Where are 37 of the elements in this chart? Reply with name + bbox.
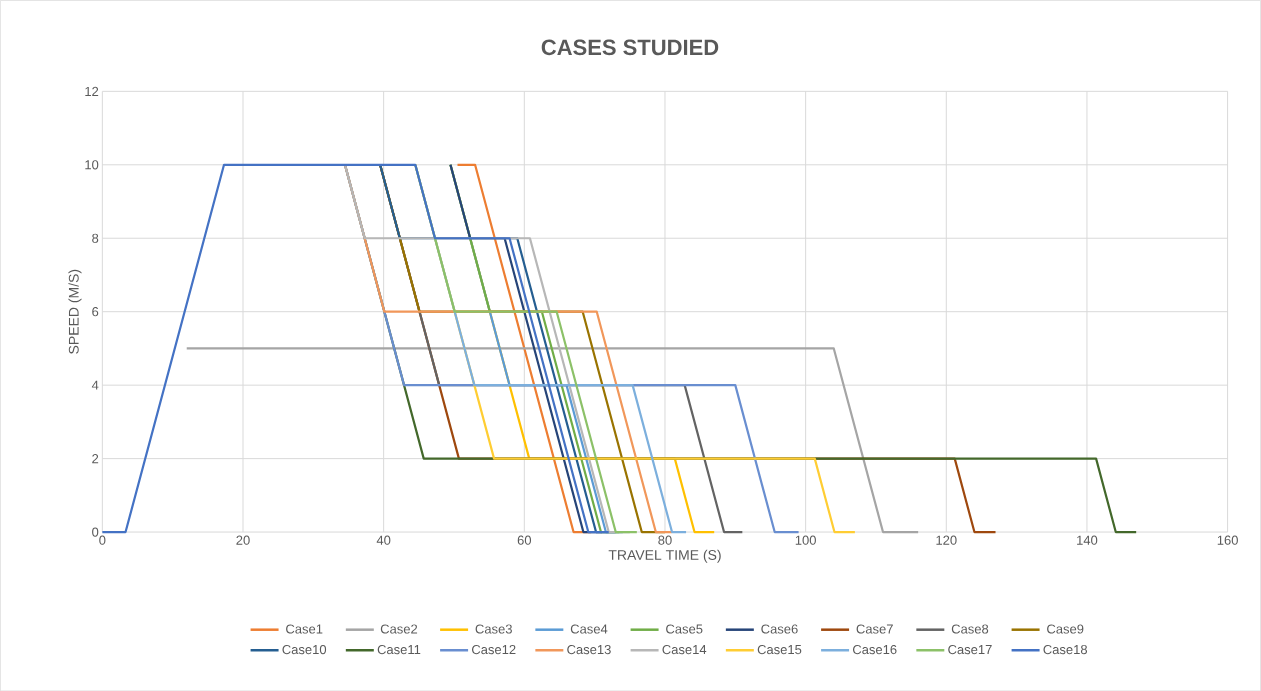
x-tick-label: 20 xyxy=(236,535,250,545)
x-tick-label: 40 xyxy=(376,535,391,545)
x-tick-label: 80 xyxy=(658,535,672,545)
legend-label: Case5 xyxy=(666,624,703,634)
legend-label: Case14 xyxy=(662,644,707,654)
legend-label: Case17 xyxy=(948,644,992,654)
y-tick-label: 10 xyxy=(85,160,99,170)
x-tick-label: 120 xyxy=(936,535,957,545)
legend-label: Case4 xyxy=(570,624,608,634)
y-axis-title: SPEED (M/S) xyxy=(68,269,82,354)
legend-label: Case8 xyxy=(951,624,989,634)
legend-label: Case3 xyxy=(475,624,512,634)
y-tick-label: 6 xyxy=(92,306,99,317)
legend-label: Case7 xyxy=(856,624,893,634)
legend-label: Case1 xyxy=(286,624,323,634)
y-tick-label: 0 xyxy=(92,527,99,537)
legend-label: Case13 xyxy=(567,644,611,654)
x-tick-label: 100 xyxy=(795,535,816,545)
chart-title: CASES STUDIED xyxy=(541,39,719,55)
x-tick-label: 160 xyxy=(1217,535,1238,545)
legend-label: Case2 xyxy=(380,624,418,634)
legend-label: Case9 xyxy=(1047,624,1084,634)
x-tick-label: 0 xyxy=(99,535,106,545)
x-axis-title: TRAVEL TIME (S) xyxy=(608,549,721,563)
legend-label: Case15 xyxy=(757,644,802,654)
y-tick-label: 12 xyxy=(85,86,99,96)
y-tick-label: 8 xyxy=(92,233,99,243)
x-tick-label: 140 xyxy=(1077,535,1098,545)
x-tick-label: 60 xyxy=(517,535,532,545)
y-tick-label: 2 xyxy=(92,453,99,463)
legend-label: Case12 xyxy=(472,644,516,654)
legend-label: Case10 xyxy=(282,644,327,654)
legend-label: Case16 xyxy=(852,644,897,654)
legend-label: Case18 xyxy=(1043,644,1088,654)
legend-label: Case6 xyxy=(761,624,798,634)
legend-label: Case11 xyxy=(377,644,421,654)
y-tick-label: 4 xyxy=(91,380,99,390)
